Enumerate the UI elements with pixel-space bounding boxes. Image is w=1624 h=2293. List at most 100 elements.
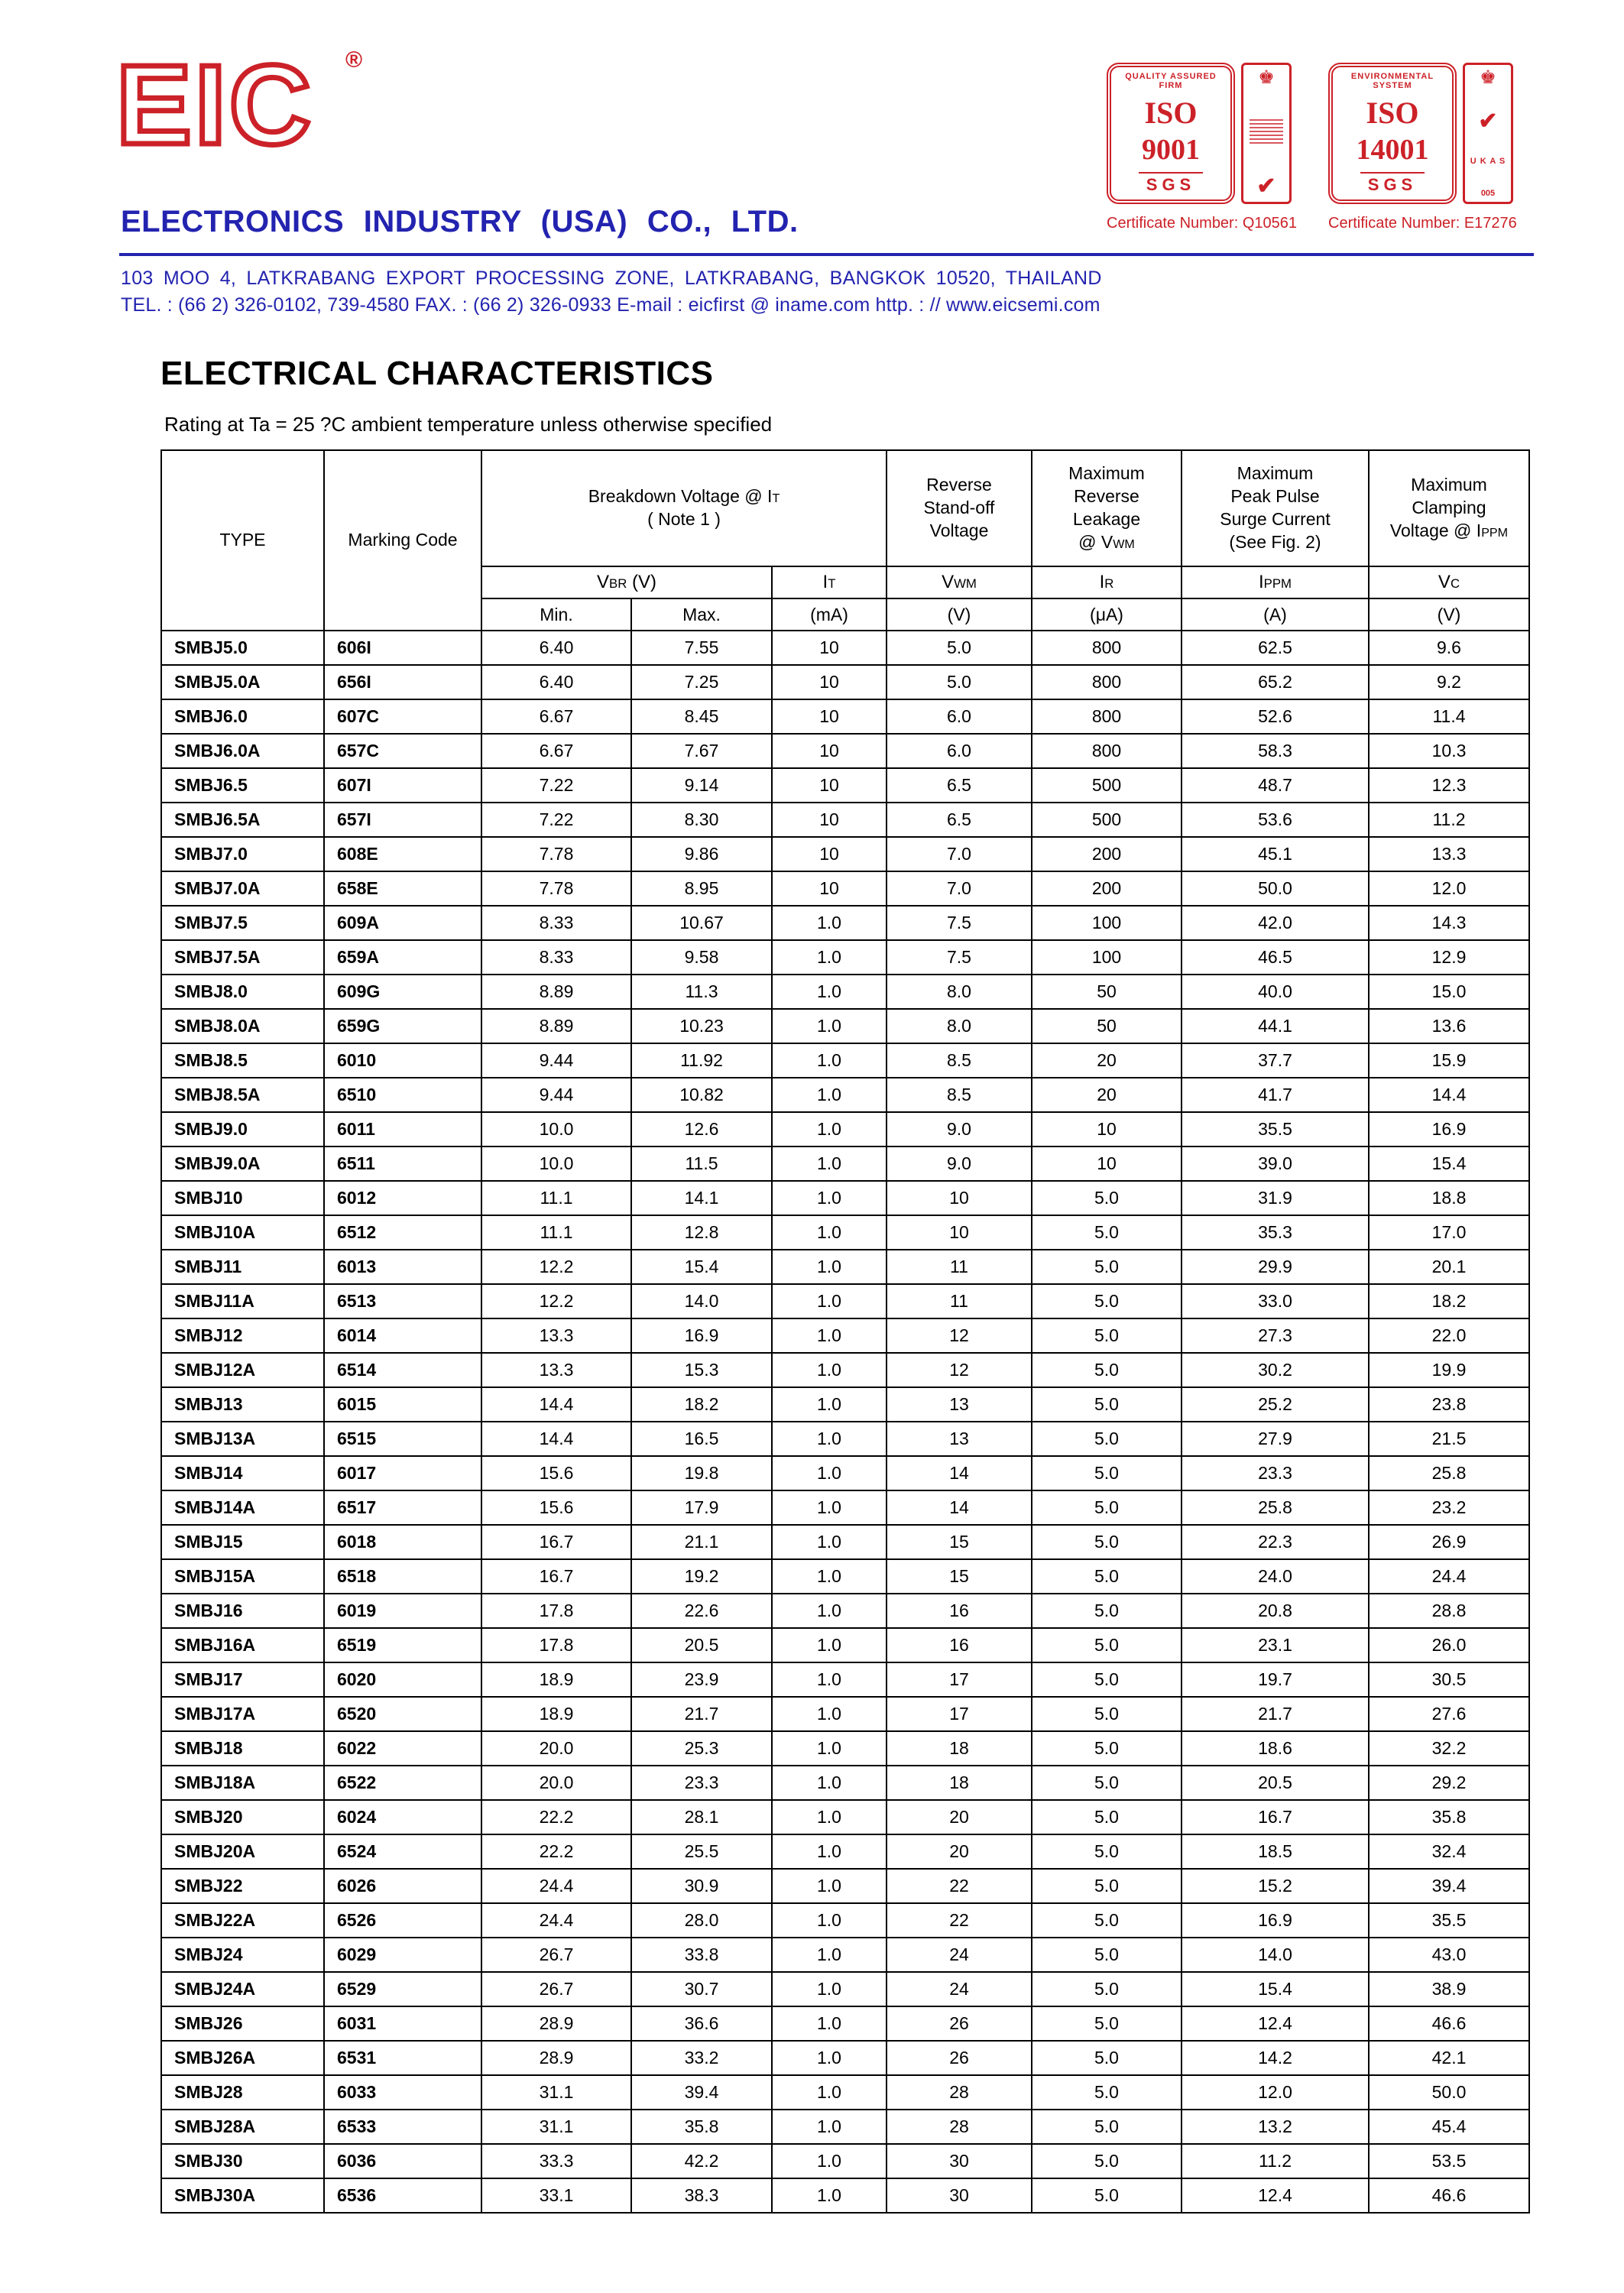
it-cell: 1.0 xyxy=(771,974,887,1010)
vbr-min-cell: 22.2 xyxy=(481,1834,632,1870)
ippm-cell: 42.0 xyxy=(1181,905,1370,941)
table-row: SMBJ8.5 6010 9.44 11.92 1.0 8.5 20 37.7 15.9 xyxy=(160,1043,1530,1078)
ippm-cell: 16.7 xyxy=(1181,1799,1370,1835)
company-contact: TEL. : (66 2) 326-0102, 739-4580 FAX. : … xyxy=(121,294,1100,316)
header-line: Leakage xyxy=(1032,508,1181,531)
vbr-max-cell: 10.82 xyxy=(630,1077,773,1113)
ir-cell: 50 xyxy=(1031,1008,1182,1044)
type-cell: SMBJ12 xyxy=(160,1318,325,1354)
vbr-min-cell: 26.7 xyxy=(481,1971,632,2007)
type-cell: SMBJ6.0 xyxy=(160,699,325,735)
type-cell: SMBJ17 xyxy=(160,1662,325,1698)
ir-cell: 5.0 xyxy=(1031,1902,1182,1938)
header-divider xyxy=(119,253,1534,256)
ukas-number: 005 xyxy=(1480,188,1496,198)
it-cell: 10 xyxy=(771,664,887,700)
vc-cell: 39.4 xyxy=(1368,1868,1530,1904)
vwm-cell: 7.0 xyxy=(886,871,1032,906)
it-cell: 1.0 xyxy=(771,1490,887,1526)
table-row: SMBJ9.0 6011 10.0 12.6 1.0 9.0 10 35.5 16.9 xyxy=(160,1111,1530,1147)
vc-cell: 35.8 xyxy=(1368,1799,1530,1835)
electrical-characteristics-table: TYPE Marking Code Breakdown Voltage @ IT… xyxy=(160,449,1530,2214)
ippm-cell: 22.3 xyxy=(1181,1524,1370,1560)
vwm-cell: 30 xyxy=(886,2143,1032,2179)
vbr-min-cell: 24.4 xyxy=(481,1902,632,1938)
table-row: SMBJ24A 6529 26.7 30.7 1.0 24 5.0 15.4 38.9 xyxy=(160,1971,1530,2007)
type-cell: SMBJ15A xyxy=(160,1558,325,1594)
table-row: SMBJ12 6014 13.3 16.9 1.0 12 5.0 27.3 22.0 xyxy=(160,1318,1530,1354)
marking-code-cell: 6011 xyxy=(323,1111,482,1147)
type-cell: SMBJ7.5A xyxy=(160,939,325,975)
type-cell: SMBJ6.0A xyxy=(160,733,325,769)
type-cell: SMBJ24 xyxy=(160,1937,325,1973)
symbol-text: Surge Current xyxy=(1220,509,1331,529)
vwm-cell: 17 xyxy=(886,1662,1032,1698)
type-cell: SMBJ16A xyxy=(160,1627,325,1663)
table-row: SMBJ22A 6526 24.4 28.0 1.0 22 5.0 16.9 35.5 xyxy=(160,1902,1530,1938)
vbr-min-cell: 18.9 xyxy=(481,1696,632,1732)
vbr-max-cell: 9.58 xyxy=(630,939,773,975)
iso-standard-number: 14001 xyxy=(1356,134,1429,166)
unit-vc: (V) xyxy=(1368,598,1530,631)
vbr-min-cell: 17.8 xyxy=(481,1593,632,1629)
ir-cell: 5.0 xyxy=(1031,1834,1182,1870)
vbr-min-cell: 8.89 xyxy=(481,1008,632,1044)
vbr-min-cell: 12.2 xyxy=(481,1283,632,1319)
table-row: SMBJ28 6033 31.1 39.4 1.0 28 5.0 12.0 50.0 xyxy=(160,2074,1530,2110)
table-row: SMBJ30 6036 33.3 42.2 1.0 30 5.0 11.2 53.5 xyxy=(160,2143,1530,2179)
symbol-text: Leakage xyxy=(1072,509,1141,529)
vbr-min-cell: 31.1 xyxy=(481,2109,632,2145)
header-line: Breakdown Voltage @ IT xyxy=(482,485,886,508)
vwm-cell: 9.0 xyxy=(886,1111,1032,1147)
ippm-cell: 39.0 xyxy=(1181,1146,1370,1182)
it-cell: 1.0 xyxy=(771,2006,887,2042)
ir-cell: 5.0 xyxy=(1031,1765,1182,1801)
ippm-cell: 35.5 xyxy=(1181,1111,1370,1147)
vbr-max-cell: 33.2 xyxy=(630,2040,773,2076)
vwm-cell: 8.0 xyxy=(886,1008,1032,1044)
vc-cell: 11.4 xyxy=(1368,699,1530,735)
type-cell: SMBJ22A xyxy=(160,1902,325,1938)
ippm-cell: 12.4 xyxy=(1181,2006,1370,2042)
ir-cell: 800 xyxy=(1031,699,1182,735)
vwm-cell: 6.0 xyxy=(886,733,1032,769)
symbol-vc: VC xyxy=(1368,566,1530,599)
symbol-text: Reverse xyxy=(1074,486,1139,507)
vc-cell: 13.6 xyxy=(1368,1008,1530,1044)
accreditation-emblem: ♚ ✔ xyxy=(1241,63,1292,204)
vc-cell: 23.2 xyxy=(1368,1490,1530,1526)
vbr-max-cell: 15.4 xyxy=(630,1249,773,1285)
iso9001-stamp: QUALITY ASSURED FIRM ISO 9001 SGS xyxy=(1107,63,1235,204)
vc-cell: 24.4 xyxy=(1368,1558,1530,1594)
vbr-min-cell: 28.9 xyxy=(481,2006,632,2042)
vwm-cell: 13 xyxy=(886,1387,1032,1422)
ippm-cell: 31.9 xyxy=(1181,1180,1370,1216)
vc-cell: 11.2 xyxy=(1368,802,1530,838)
unit-max: Max. xyxy=(630,598,773,631)
marking-code-cell: 6019 xyxy=(323,1593,482,1629)
vbr-max-cell: 14.0 xyxy=(630,1283,773,1319)
vbr-min-cell: 20.0 xyxy=(481,1730,632,1766)
vbr-max-cell: 10.67 xyxy=(630,905,773,941)
vbr-min-cell: 11.1 xyxy=(481,1215,632,1250)
micro-text-decoration xyxy=(1250,118,1283,144)
symbol-text: Maximum xyxy=(1237,463,1314,484)
vbr-min-cell: 22.2 xyxy=(481,1799,632,1835)
vbr-max-cell: 11.92 xyxy=(630,1043,773,1078)
marking-code-cell: 6531 xyxy=(323,2040,482,2076)
column-header-type: TYPE xyxy=(160,449,325,631)
vwm-cell: 30 xyxy=(886,2178,1032,2214)
vbr-min-cell: 9.44 xyxy=(481,1077,632,1113)
type-cell: SMBJ15 xyxy=(160,1524,325,1560)
vc-cell: 29.2 xyxy=(1368,1765,1530,1801)
vwm-cell: 22 xyxy=(886,1902,1032,1938)
vbr-min-cell: 8.33 xyxy=(481,905,632,941)
vc-cell: 14.4 xyxy=(1368,1077,1530,1113)
ippm-cell: 65.2 xyxy=(1181,664,1370,700)
type-cell: SMBJ14 xyxy=(160,1455,325,1491)
vc-cell: 15.0 xyxy=(1368,974,1530,1010)
ir-cell: 500 xyxy=(1031,802,1182,838)
company-address: 103 MOO 4, LATKRABANG EXPORT PROCESSING … xyxy=(121,268,1102,289)
type-cell: SMBJ10A xyxy=(160,1215,325,1250)
ippm-cell: 50.0 xyxy=(1181,871,1370,906)
